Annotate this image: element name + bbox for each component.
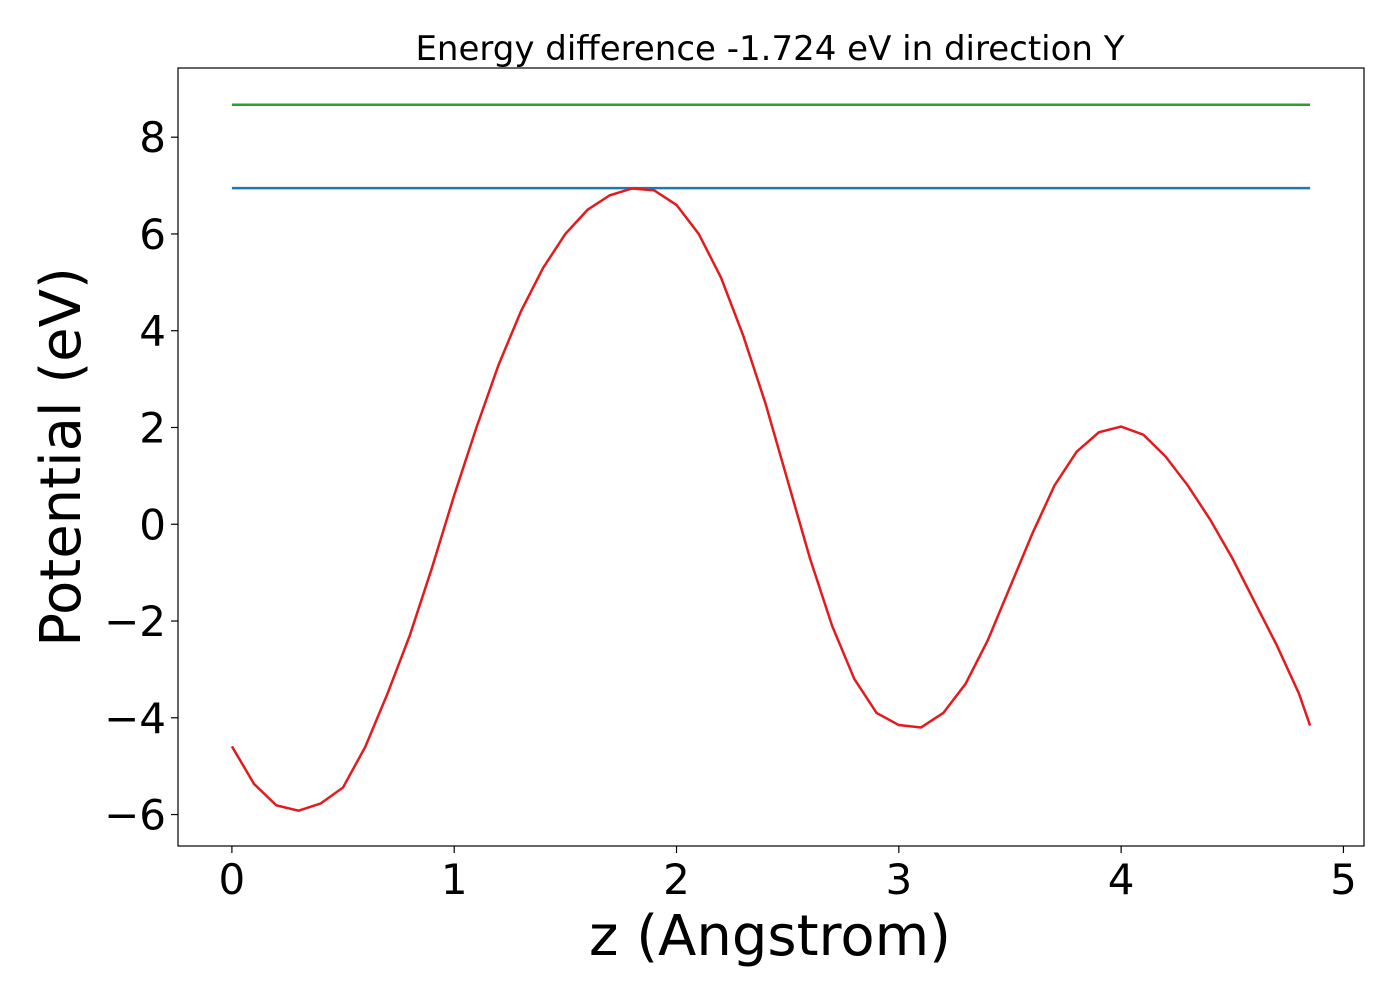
- line: [230, 187, 1312, 812]
- y-tick-label: −4: [104, 694, 166, 743]
- plot-frame: [177, 67, 1365, 847]
- y-tick-label: 8: [139, 113, 166, 162]
- x-tick-label: 4: [1108, 855, 1135, 904]
- x-tick-label: 2: [663, 855, 690, 904]
- y-tick-label: 2: [139, 403, 166, 452]
- chart-title: Energy difference -1.724 eV in direction…: [415, 29, 1124, 69]
- y-tick-label: −6: [104, 791, 166, 840]
- x-tick-label: 5: [1330, 855, 1357, 904]
- x-tick-label: 3: [885, 855, 912, 904]
- x-tick-label: 0: [219, 855, 246, 904]
- y-tick-label: 6: [139, 210, 166, 259]
- y-tick-label: −2: [104, 597, 166, 646]
- y-tick-label: 4: [139, 307, 166, 356]
- y-tick-label: 0: [139, 500, 166, 549]
- x-axis-label: z (Angstrom): [589, 904, 951, 969]
- x-tick-label: 1: [441, 855, 468, 904]
- y-axis-label: Potential (eV): [29, 267, 94, 647]
